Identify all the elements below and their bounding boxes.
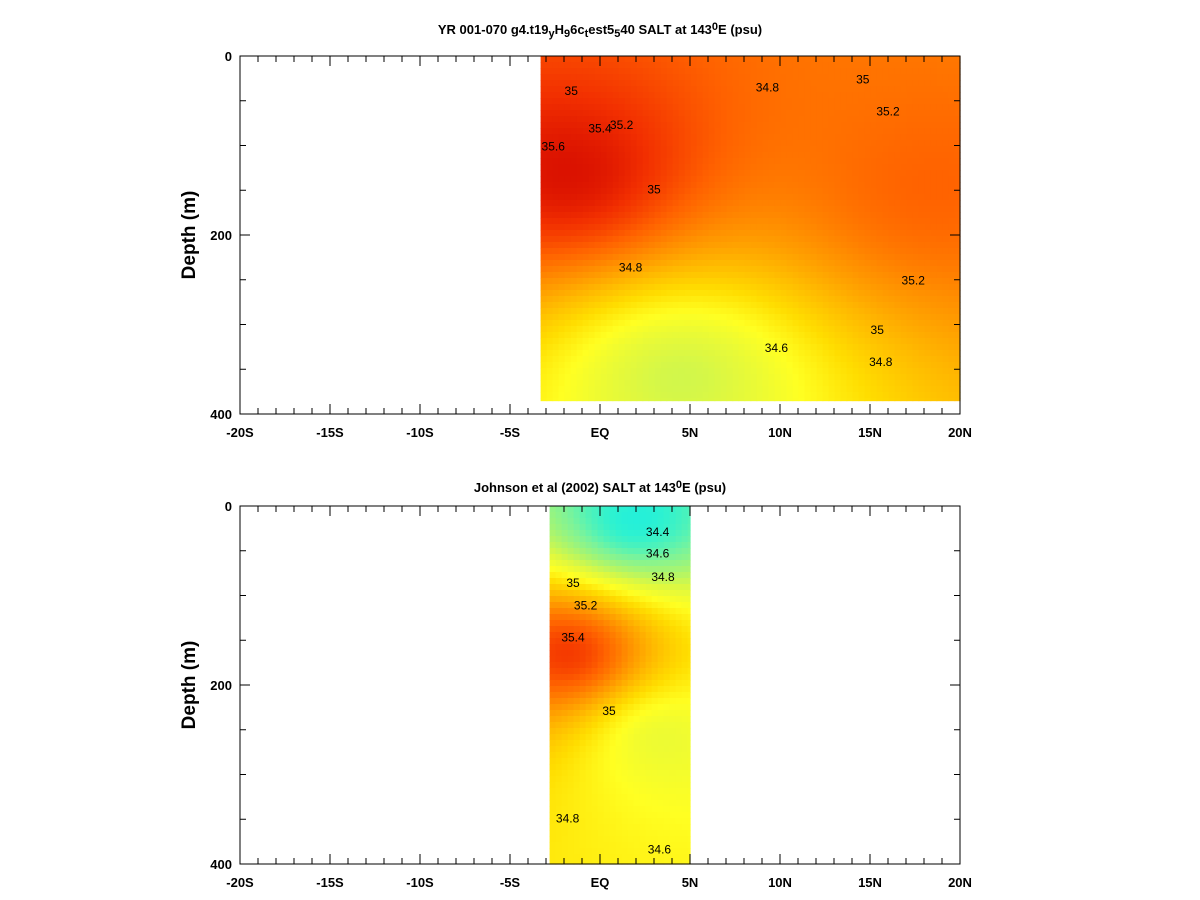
x-tick-label: 15N <box>858 425 882 440</box>
x-tick-label: -5S <box>500 875 521 890</box>
panel-title: Johnson et al (2002) SALT at 1430E (psu) <box>474 479 726 495</box>
y-tick-label: 0 <box>225 499 232 514</box>
x-tick-label: EQ <box>591 875 610 890</box>
panel-title-part: 6c <box>570 22 584 37</box>
panel-title-part: H <box>555 22 564 37</box>
x-tick-label: 5N <box>682 425 699 440</box>
x-tick-label: 10N <box>768 875 792 890</box>
contour-label: 35.2 <box>610 118 634 132</box>
x-tick-label: -20S <box>226 425 254 440</box>
contour-label: 35.2 <box>876 105 900 119</box>
panel-title-part: E (psu) <box>718 22 762 37</box>
contour-label: 35.6 <box>542 139 566 153</box>
observed-salinity-panel: 34.4 34.6 34.8 35 35.2 35.4 35 34.8 34.6 -20S -15S… <box>179 479 972 890</box>
x-tick-label: -15S <box>316 425 344 440</box>
contour-label: 34.8 <box>869 355 893 369</box>
contour-label: 35.2 <box>902 274 926 288</box>
y-axis-title: Depth (m) <box>179 641 200 730</box>
contour-label: 35 <box>566 576 580 590</box>
x-tick-label: -10S <box>406 425 434 440</box>
panel-title-part: est5 <box>588 22 614 37</box>
model-salinity-panel: 35 34.83535.235.435.235.63534.835.23534.6… <box>179 21 972 440</box>
y-tick-label: 400 <box>210 857 232 872</box>
panel-title: YR 001-070 g4.t19yH96ctest5540 SALT at 1… <box>438 21 762 41</box>
x-tick-label: -5S <box>500 425 521 440</box>
contour-label: 34.6 <box>646 547 670 561</box>
x-tick-label: 15N <box>858 875 882 890</box>
x-tick-label: EQ <box>591 425 610 440</box>
contour-label: 34.8 <box>556 811 580 825</box>
contour-label: 34.8 <box>651 570 675 584</box>
panel-title-part: 40 SALT at 143 <box>620 22 712 37</box>
x-tick-label: 20N <box>948 875 972 890</box>
contour-label: 35.2 <box>574 598 598 612</box>
contour-label: 34.8 <box>756 80 780 94</box>
panel-title-part: E (psu) <box>682 480 726 495</box>
contour-label: 35.4 <box>561 631 585 645</box>
x-tick-label: 10N <box>768 425 792 440</box>
contour-label: 34.6 <box>765 341 789 355</box>
x-tick-label: 20N <box>948 425 972 440</box>
x-tick-label: -20S <box>226 875 254 890</box>
contour-label: 35 <box>565 84 579 98</box>
contour-label: 34.6 <box>648 843 672 857</box>
x-tick-label: -15S <box>316 875 344 890</box>
contour-label: 35 <box>871 323 885 337</box>
contour-label: 35 <box>856 72 870 86</box>
contour-label: 35 <box>602 704 616 718</box>
y-tick-label: 200 <box>210 228 232 243</box>
x-tick-label: -10S <box>406 875 434 890</box>
contour-label: 34.4 <box>646 525 670 539</box>
contour-label: 34.8 <box>619 260 643 274</box>
y-tick-label: 0 <box>225 49 232 64</box>
contour-label: 35.4 <box>588 122 612 136</box>
panel-title-part: Johnson et al (2002) SALT at 143 <box>474 480 676 495</box>
y-tick-label: 200 <box>210 678 232 693</box>
y-axis-title: Depth (m) <box>179 191 200 280</box>
y-tick-label: 400 <box>210 407 232 422</box>
contour-label: 35 <box>647 182 661 196</box>
salinity-figure: 35 34.83535.235.435.235.63534.835.23534.6… <box>0 0 1200 900</box>
panel-title-part: YR 001-070 g4.t19 <box>438 22 549 37</box>
x-tick-label: 5N <box>682 875 699 890</box>
